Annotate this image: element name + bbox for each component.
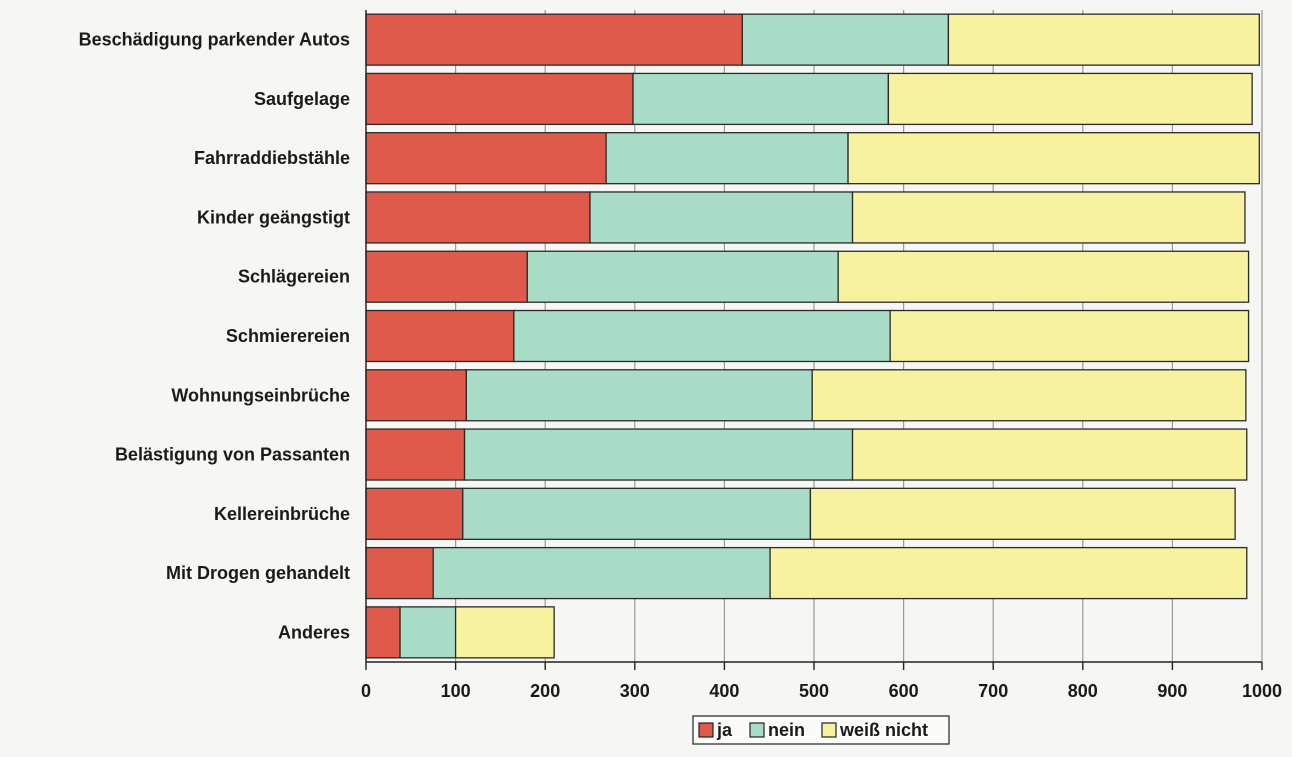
- x-tick-label: 900: [1157, 681, 1187, 701]
- bar-schmierereien-weiss-nicht: [889, 309, 1250, 363]
- x-tick-label: 0: [361, 681, 371, 701]
- bar-wohnungseinbrueche-weiss-nicht: [811, 369, 1247, 422]
- bar-fahrraddiebstaehle-weiss-nicht: [847, 132, 1260, 185]
- bar-anderes-ja: [365, 606, 401, 659]
- legend-label-weiss-nicht: weiß nicht: [839, 720, 928, 740]
- legend-swatch-ja: [698, 722, 714, 738]
- x-tick-label: 1000: [1242, 681, 1282, 701]
- bar-saufgelage-ja: [365, 72, 634, 126]
- x-tick-label: 300: [620, 681, 650, 701]
- legend-box: [692, 715, 950, 745]
- category-label: Saufgelage: [254, 89, 350, 109]
- tick-labels: 0 100 200 300 400 500 600 700 800 900 1000: [361, 681, 1282, 701]
- bar-schlaegereien-nein: [526, 250, 839, 303]
- x-tick-label: 500: [799, 681, 829, 701]
- category-label: Schlägereien: [238, 267, 350, 287]
- bar-kinder-geaengstigt-weiss-nicht: [851, 191, 1246, 244]
- bar-fahrraddiebstaehle-nein: [605, 132, 849, 185]
- legend-swatch-weiss-nicht: [821, 722, 837, 738]
- x-tick-label: 400: [709, 681, 739, 701]
- bar-mit-drogen-gehandelt-weiss-nicht: [769, 546, 1248, 600]
- category-label: Wohnungseinbrüche: [171, 385, 350, 405]
- bar-schlaegereien-weiss-nicht: [837, 250, 1250, 303]
- bar-saufgelage-nein: [632, 72, 890, 126]
- bar-schlaegereien-ja: [365, 250, 528, 303]
- bar-saufgelage-weiss-nicht: [887, 72, 1253, 126]
- bar-fahrraddiebstaehle-ja: [365, 132, 607, 185]
- category-label: Mit Drogen gehandelt: [166, 563, 350, 583]
- bar-kinder-geaengstigt-ja: [365, 191, 591, 244]
- bar-beschaedigung-parkender-autos-weiss-nicht: [947, 13, 1260, 66]
- x-tick-label: 600: [889, 681, 919, 701]
- bar-schmierereien-nein: [513, 309, 891, 363]
- x-tick-label: 100: [441, 681, 471, 701]
- bar-kellereinbrueche-ja: [365, 487, 464, 540]
- x-tick-label: 700: [978, 681, 1008, 701]
- category-labels: Beschädigung parkender Autos Saufgelage Fa…: [79, 30, 350, 643]
- legend-swatch-nein: [749, 722, 765, 738]
- legend-label-ja: ja: [716, 720, 733, 740]
- category-label: Schmierereien: [226, 326, 350, 346]
- x-tick-label: 800: [1068, 681, 1098, 701]
- bar-mit-drogen-gehandelt-nein: [432, 546, 771, 600]
- bar-belaestigung-von-passanten-ja: [365, 428, 466, 481]
- legend-label-nein: nein: [768, 720, 805, 740]
- x-tick-label: 200: [530, 681, 560, 701]
- bar-belaestigung-von-passanten-nein: [463, 428, 854, 481]
- bar-kellereinbrueche-weiss-nicht: [809, 487, 1236, 540]
- bar-wohnungseinbrueche-nein: [465, 369, 813, 422]
- category-label: Beschädigung parkender Autos: [79, 30, 350, 50]
- bar-mit-drogen-gehandelt-ja: [365, 546, 434, 600]
- bar-beschaedigung-parkender-autos-nein: [741, 13, 950, 66]
- category-label: Kinder geängstigt: [197, 207, 350, 227]
- category-label: Anderes: [278, 622, 350, 642]
- bar-kinder-geaengstigt-nein: [589, 191, 854, 244]
- category-label: Kellereinbrüche: [214, 504, 350, 524]
- x-axis: [365, 10, 1263, 670]
- legend: ja nein weiß nicht: [692, 715, 950, 745]
- bar-kellereinbrueche-nein: [462, 487, 812, 540]
- bar-belaestigung-von-passanten-weiss-nicht: [851, 428, 1248, 481]
- bar-anderes-weiss-nicht: [454, 606, 555, 659]
- bars: [365, 13, 1260, 659]
- bar-wohnungseinbrueche-ja: [365, 369, 468, 422]
- bar-schmierereien-ja: [365, 309, 515, 363]
- bar-anderes-nein: [399, 606, 457, 659]
- category-label: Belästigung von Passanten: [115, 445, 350, 465]
- bar-beschaedigung-parkender-autos-ja: [365, 13, 743, 66]
- category-label: Fahrraddiebstähle: [194, 148, 350, 168]
